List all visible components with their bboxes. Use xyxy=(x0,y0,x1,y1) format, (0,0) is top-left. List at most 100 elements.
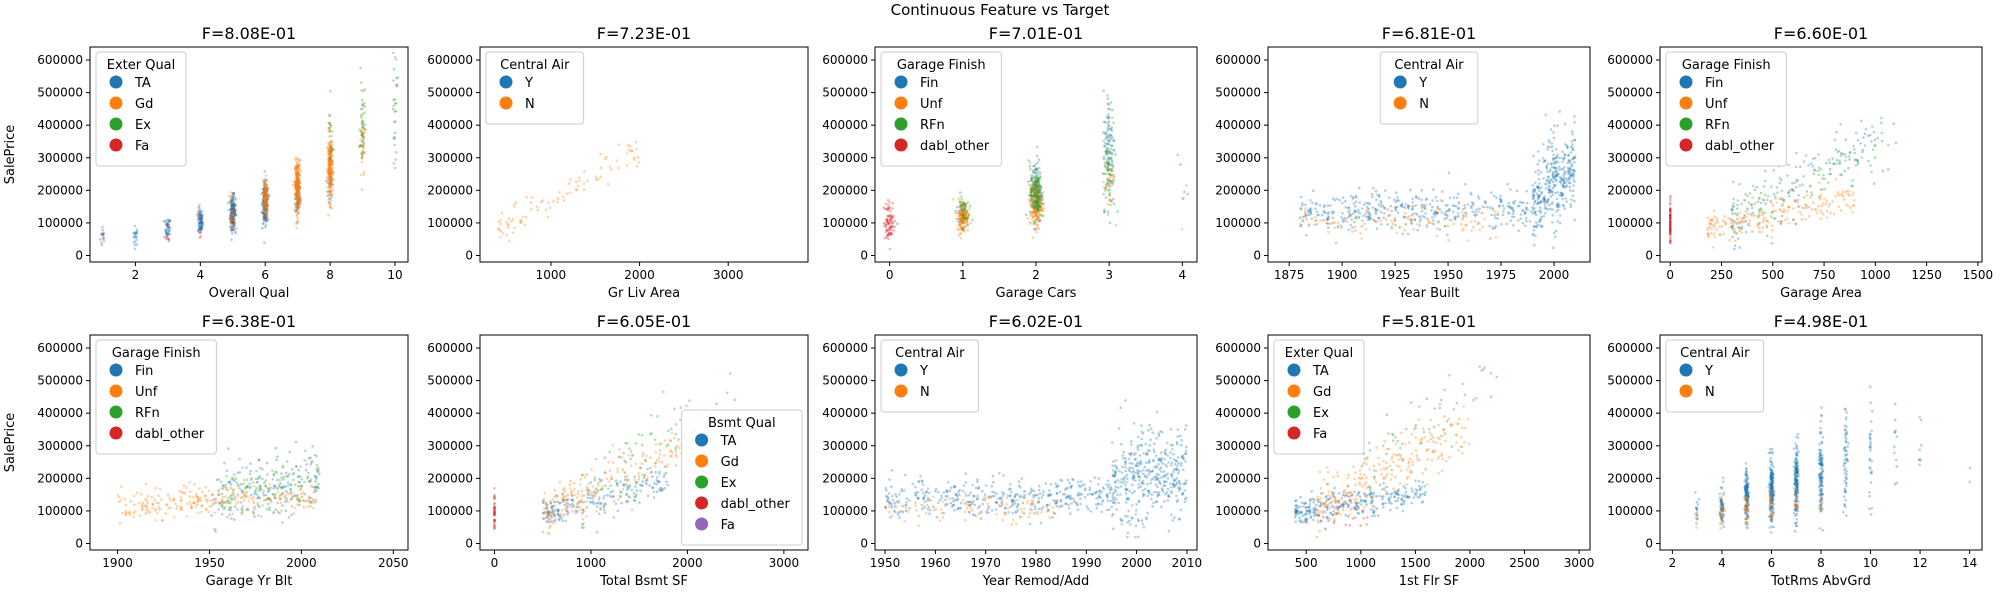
data-point xyxy=(1386,223,1389,226)
data-point xyxy=(567,182,571,185)
data-point xyxy=(137,501,141,505)
data-point xyxy=(132,494,136,498)
data-point xyxy=(1035,202,1038,205)
data-point xyxy=(196,218,200,221)
data-point xyxy=(1562,181,1566,185)
data-point xyxy=(1894,141,1898,145)
data-point xyxy=(236,471,240,475)
data-point xyxy=(1746,223,1750,226)
panel-3: F=7.01E-010 1 2 3 40100000200000300000400000… xyxy=(822,24,1198,301)
data-point xyxy=(235,227,238,230)
data-point xyxy=(233,208,237,212)
data-point xyxy=(619,480,622,483)
data-point xyxy=(1794,222,1797,225)
data-point xyxy=(1452,210,1455,214)
y-tick-label: 300000 xyxy=(427,151,473,165)
data-point xyxy=(199,235,202,238)
data-point xyxy=(1374,189,1378,193)
data-point xyxy=(231,200,234,204)
data-point xyxy=(620,501,623,505)
data-point xyxy=(287,516,291,519)
data-point xyxy=(231,203,235,207)
data-point xyxy=(293,506,297,509)
data-point xyxy=(231,215,234,219)
legend-marker xyxy=(1679,96,1693,110)
data-point xyxy=(159,487,162,491)
data-point xyxy=(228,216,232,220)
data-point xyxy=(1817,173,1821,177)
data-point xyxy=(281,521,284,524)
data-point xyxy=(633,158,636,161)
data-point xyxy=(282,475,286,479)
data-point xyxy=(1102,172,1106,176)
data-point xyxy=(183,491,187,495)
data-point xyxy=(1761,209,1764,213)
data-point xyxy=(1319,219,1322,222)
data-point xyxy=(1304,207,1307,210)
data-point xyxy=(1362,214,1365,218)
data-point xyxy=(1513,199,1517,203)
data-point xyxy=(231,215,234,218)
data-point xyxy=(1802,196,1806,199)
data-point xyxy=(551,498,555,501)
data-point xyxy=(1403,228,1406,232)
data-point xyxy=(243,495,246,498)
data-point xyxy=(1299,195,1303,199)
data-point xyxy=(1801,206,1805,210)
data-point xyxy=(1560,193,1564,197)
data-point xyxy=(1109,134,1112,137)
data-point xyxy=(1375,220,1379,224)
data-point xyxy=(958,191,962,194)
y-tick-label: 400000 xyxy=(37,118,83,132)
data-point xyxy=(231,216,234,219)
data-point xyxy=(245,478,249,482)
data-point xyxy=(1568,174,1572,177)
data-point xyxy=(1433,209,1437,213)
data-point xyxy=(1035,190,1039,193)
data-point xyxy=(1531,193,1535,196)
data-point xyxy=(269,486,273,489)
legend-marker xyxy=(109,405,123,419)
data-point xyxy=(1758,226,1761,230)
data-point xyxy=(1874,143,1877,147)
data-point xyxy=(358,144,361,148)
data-point xyxy=(546,510,549,513)
data-point xyxy=(1573,138,1576,142)
data-point xyxy=(229,508,233,512)
data-point xyxy=(1832,162,1835,166)
data-point xyxy=(262,207,266,210)
data-point xyxy=(223,506,227,509)
data-point xyxy=(264,216,267,220)
data-point xyxy=(1542,177,1545,180)
data-point xyxy=(1809,162,1813,166)
data-point xyxy=(1808,196,1812,199)
data-point xyxy=(663,454,666,457)
data-point xyxy=(1847,194,1851,197)
data-point xyxy=(232,493,236,496)
data-point xyxy=(638,501,641,504)
data-point xyxy=(331,183,334,186)
data-point xyxy=(1038,218,1042,221)
data-point xyxy=(1741,217,1744,221)
data-point xyxy=(657,479,661,483)
data-point xyxy=(959,237,963,240)
data-point xyxy=(230,496,233,500)
x-tick-label: 1900 xyxy=(1327,268,1358,282)
data-point xyxy=(120,485,123,489)
data-point xyxy=(1819,217,1822,220)
data-point xyxy=(652,490,656,494)
data-point xyxy=(101,228,104,231)
data-point xyxy=(265,208,268,211)
data-point xyxy=(1669,223,1672,227)
data-point xyxy=(582,494,586,497)
data-point xyxy=(261,191,265,195)
data-point xyxy=(128,513,132,516)
panel-title: F=6.05E-01 xyxy=(597,312,691,331)
data-point xyxy=(198,212,202,216)
data-point xyxy=(213,498,216,502)
x-tick-label: 500 xyxy=(1761,268,1784,282)
legend-marker xyxy=(109,426,123,440)
data-point xyxy=(144,498,147,501)
panel-title: F=6.60E-01 xyxy=(1774,24,1868,43)
data-point xyxy=(252,495,255,499)
